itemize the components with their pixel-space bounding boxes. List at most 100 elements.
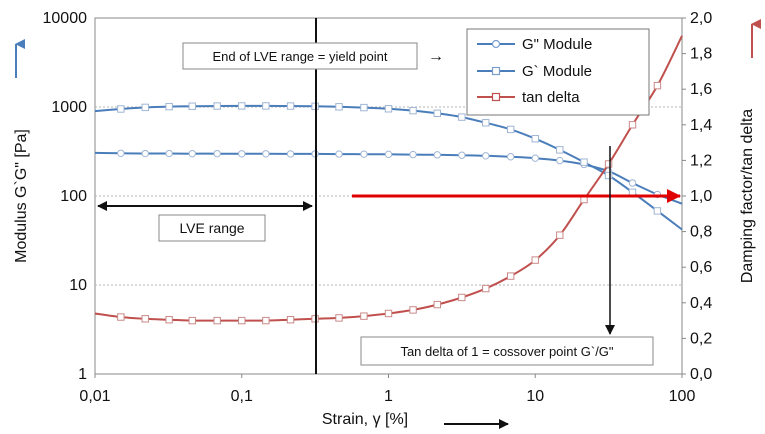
y-right-tick-label: 1,2 — [690, 152, 712, 169]
series-point-2 — [556, 231, 564, 239]
lve-annotation-text: LVE range — [179, 220, 244, 236]
series-point-1 — [580, 158, 588, 166]
yield-annotation-arrow: → — [428, 48, 444, 65]
y-right-tick-label: 0,2 — [690, 330, 712, 347]
series-point-0 — [384, 150, 393, 159]
series-point-1 — [556, 146, 564, 154]
legend-label-tan: tan delta — [522, 89, 580, 106]
series-point-2 — [384, 309, 393, 318]
series-point-2 — [165, 316, 173, 324]
series-point-2 — [188, 316, 196, 325]
y-right-tick-label: 0,6 — [690, 259, 712, 276]
series-point-2 — [604, 160, 613, 168]
legend-label-g1: G` Module — [522, 63, 592, 80]
y-right-tick-label: 1,6 — [690, 81, 712, 98]
series-point-2 — [117, 313, 125, 321]
series-point-2 — [141, 315, 149, 323]
series-point-0 — [506, 153, 515, 161]
series-point-0 — [238, 150, 246, 158]
series-point-1 — [458, 113, 466, 121]
series-point-1 — [213, 102, 221, 110]
tan-annotation-text: Tan delta of 1 = cossover point G`/G" — [400, 344, 613, 359]
series-point-1 — [117, 105, 125, 113]
series-point-0 — [165, 149, 173, 158]
y-left-axis-title: Modulus G`G" [Pa] — [13, 129, 30, 263]
y-right-tick-label: 1,8 — [690, 46, 712, 63]
series-point-0 — [556, 156, 564, 165]
x-axis-title: Strain, γ [%] — [322, 411, 408, 428]
series-point-0 — [360, 150, 368, 158]
series-point-2 — [458, 293, 466, 302]
series-point-1 — [604, 171, 613, 180]
series-point-0 — [188, 149, 196, 158]
series-point-0 — [482, 152, 490, 160]
series-point-1 — [335, 103, 343, 111]
y-left-tick-label: 100 — [60, 188, 87, 205]
series-line-1 — [94, 104, 683, 231]
series-point-2 — [335, 314, 343, 322]
series-point-0 — [409, 150, 417, 159]
x-tick-label: 0,01 — [79, 388, 110, 405]
series-point-2 — [506, 272, 515, 280]
y-right-tick-label: 1,0 — [690, 188, 712, 205]
series-point-2 — [628, 121, 637, 129]
series-point-1 — [141, 103, 149, 112]
series-point-1 — [165, 102, 173, 111]
series-point-2 — [238, 316, 246, 325]
legend-label-g2: G" Module — [522, 36, 592, 53]
legend-marker-tan — [491, 92, 501, 102]
series-point-0 — [433, 151, 441, 159]
series-point-2 — [653, 81, 662, 90]
series-point-0 — [286, 150, 295, 158]
y-right-tick-label: 0,0 — [690, 366, 712, 383]
series-point-1 — [482, 119, 490, 127]
x-tick-label: 100 — [669, 388, 696, 405]
series-point-2 — [360, 312, 368, 320]
y-left-tick-label: 1000 — [51, 99, 87, 116]
series-point-1 — [531, 135, 539, 143]
yield-annotation-text: End of LVE range = yield point — [212, 49, 387, 64]
y-left-tick-label: 10 — [69, 277, 87, 294]
series-point-0 — [262, 150, 270, 158]
x-tick-label: 10 — [526, 388, 544, 405]
series-point-1 — [188, 102, 196, 110]
series-point-0 — [213, 149, 221, 158]
yield-annotation-box — [182, 42, 418, 70]
series-point-2 — [409, 306, 417, 314]
series-point-0 — [117, 149, 125, 157]
series-point-1 — [238, 102, 246, 110]
series-point-0 — [458, 151, 466, 159]
series-point-2 — [286, 316, 295, 324]
y-right-tick-label: 0,8 — [690, 224, 712, 241]
series-point-1 — [360, 103, 368, 112]
legend: G" Module G` Module tan delta — [466, 28, 650, 116]
series-point-2 — [531, 256, 539, 264]
series-point-1 — [409, 106, 417, 115]
y-left-tick-label: 1 — [78, 366, 87, 383]
x-tick-label: 1 — [384, 388, 393, 405]
series-point-0 — [141, 149, 149, 158]
x-tick-label: 0,1 — [231, 388, 253, 405]
y-right-tick-label: 0,4 — [690, 295, 712, 312]
legend-marker-g1 — [491, 66, 501, 76]
y-right-tick-label: 2,0 — [690, 10, 712, 27]
legend-marker-g2 — [491, 39, 501, 49]
series-point-2 — [433, 300, 441, 309]
series-point-2 — [262, 316, 270, 325]
y-right-axis-title: Damping factor/tan delta — [739, 109, 756, 283]
y-right-tick-label: 1,4 — [690, 117, 712, 134]
series-point-0 — [531, 154, 539, 162]
series-point-1 — [286, 102, 295, 110]
lve-annotation-box — [158, 214, 266, 242]
series-point-2 — [213, 316, 221, 325]
series-point-1 — [262, 102, 270, 110]
series-point-1 — [653, 207, 662, 215]
series-point-1 — [433, 109, 441, 117]
series-point-1 — [506, 125, 515, 134]
y-left-tick-label: 10000 — [43, 10, 88, 27]
tan-annotation-box — [360, 336, 654, 366]
series-point-0 — [335, 150, 343, 158]
series-point-2 — [482, 284, 490, 293]
